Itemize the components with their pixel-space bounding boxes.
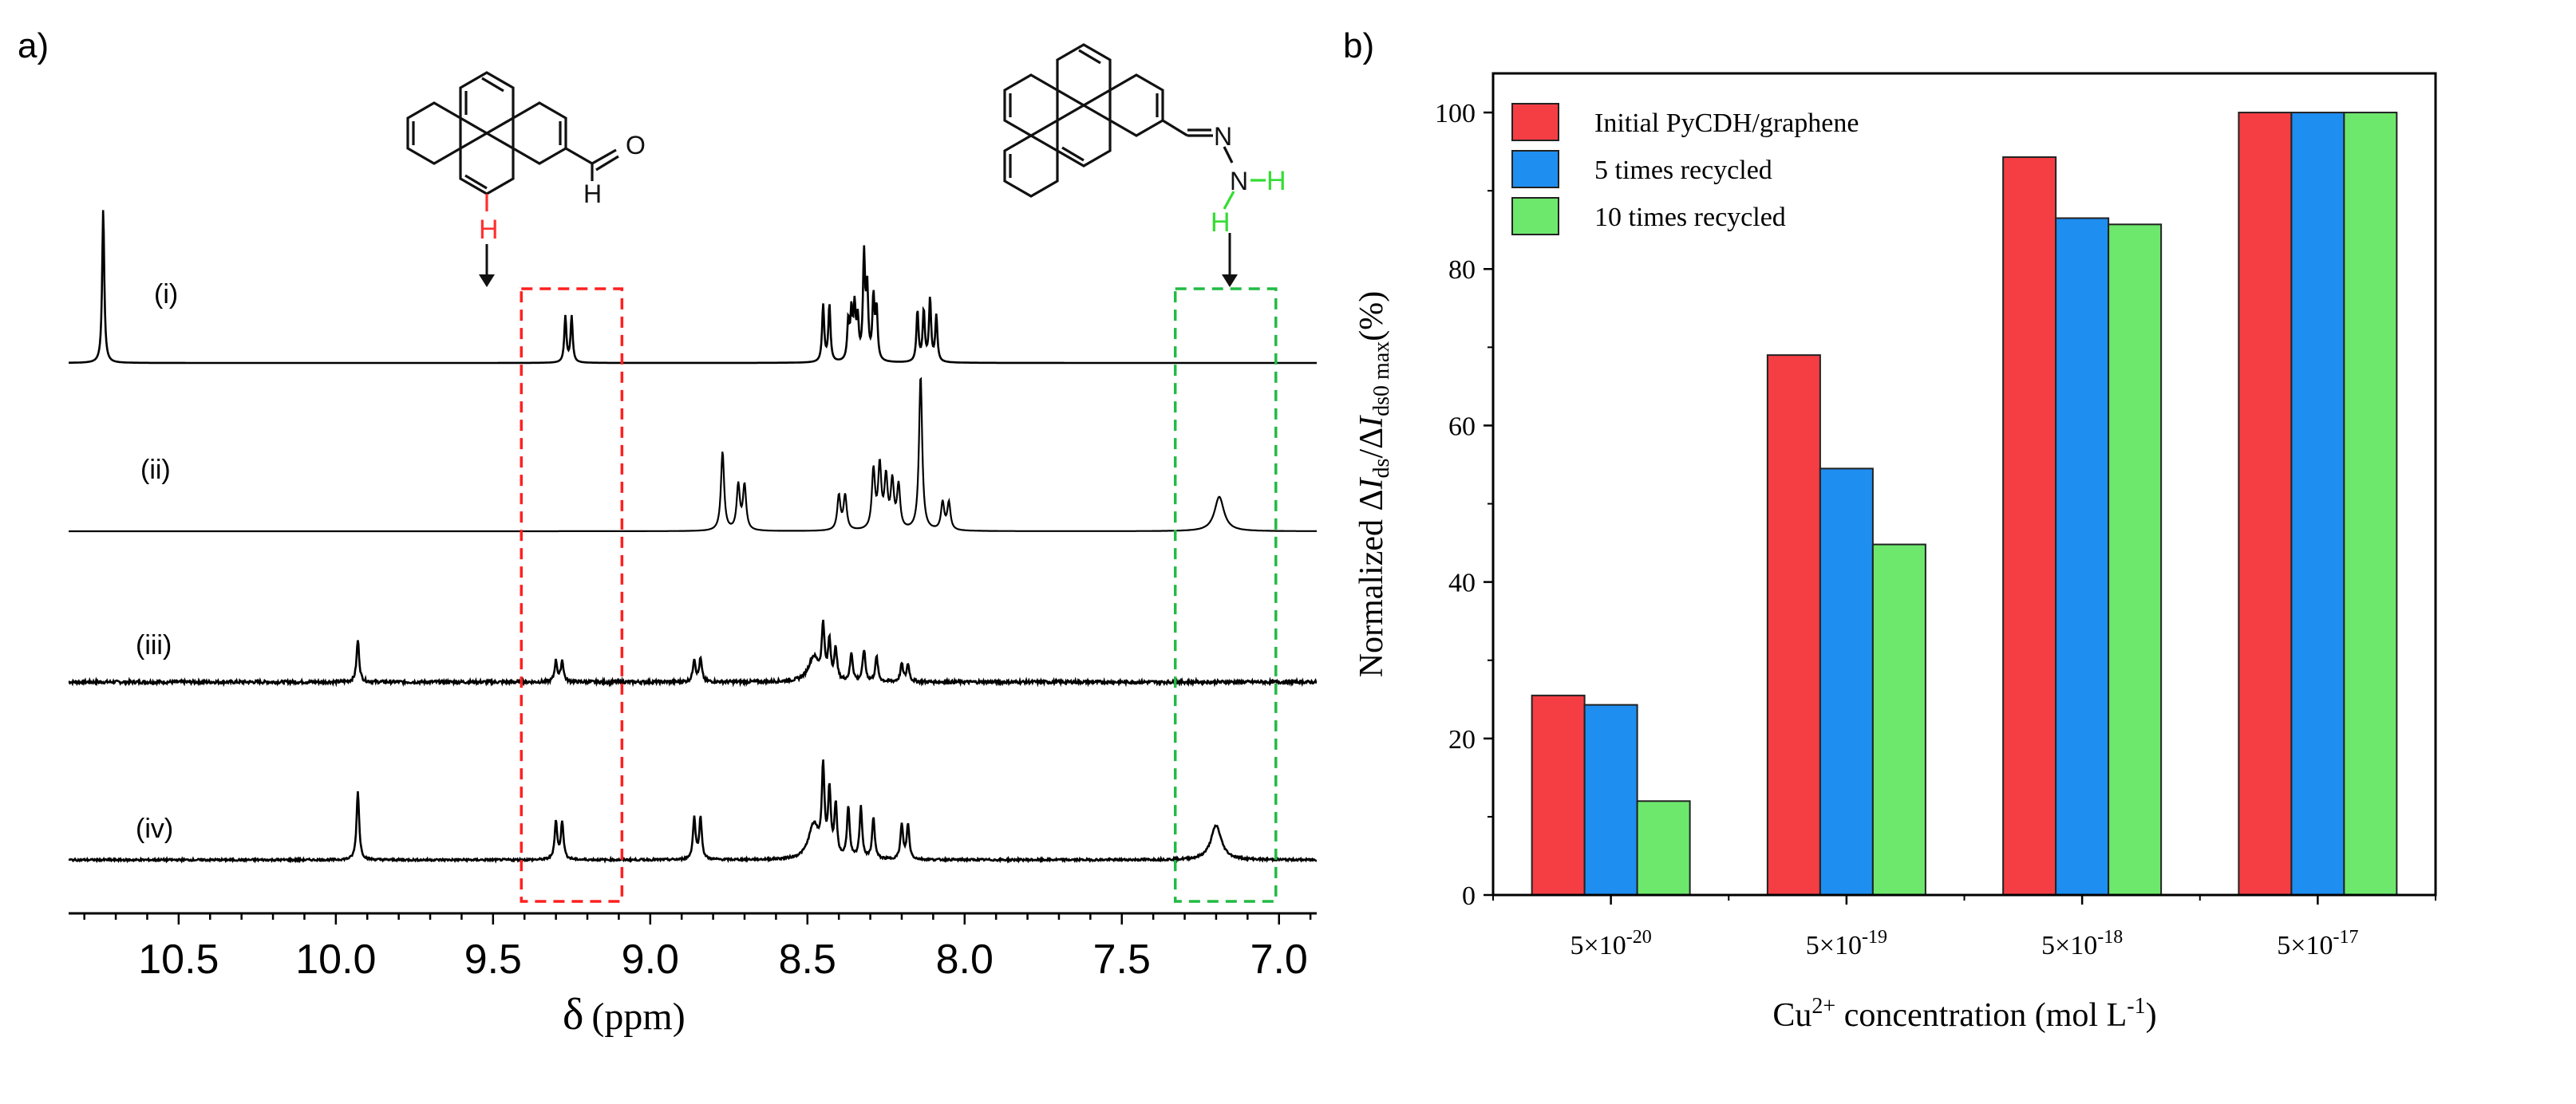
bar-3-3 xyxy=(2108,223,2163,897)
highlight-boxes xyxy=(520,287,1278,903)
tick-label-10.0: 10.0 xyxy=(295,936,376,983)
spectrum-label-4: (iv) xyxy=(136,814,173,844)
cn-chain-bond xyxy=(1162,119,1188,137)
ring-c xyxy=(459,71,515,135)
tick-label-8.5: 8.5 xyxy=(779,936,836,983)
ppm-unit: (ppm) xyxy=(591,996,685,1038)
aldehyde-o-label: O xyxy=(626,131,646,160)
nmr-x-axis-label: δ (ppm) xyxy=(563,990,685,1039)
ring-b xyxy=(459,132,515,195)
legend-label-3: 10 times recycled xyxy=(1594,203,1786,232)
delta-symbol: δ xyxy=(563,990,583,1039)
n-n-bond xyxy=(1223,146,1234,164)
arrow-1 xyxy=(479,244,495,287)
co-bond-1 xyxy=(591,148,617,165)
ring-b xyxy=(1056,104,1112,168)
y-tick-label-20: 20 xyxy=(1448,725,1476,755)
tick-label-9.5: 9.5 xyxy=(464,936,522,983)
highlight-box-green xyxy=(1173,287,1278,903)
tick-label-8.0: 8.0 xyxy=(936,936,994,983)
x-axis-label: Cu2+ concentration (mol L-1) xyxy=(1772,994,2156,1034)
legend-swatch-2 xyxy=(1511,150,1559,188)
bar-2-2 xyxy=(1819,467,1874,896)
bar-1-1 xyxy=(1531,694,1586,896)
tick-label-7.0: 7.0 xyxy=(1250,936,1308,983)
y-tick-label-40: 40 xyxy=(1448,569,1476,598)
hydrazone-structure: N N H H xyxy=(1003,43,1286,238)
panel-a-label: a) xyxy=(18,26,49,65)
panel-b-label: b) xyxy=(1343,26,1374,65)
ring-e xyxy=(1003,134,1059,198)
nmr-x-axis: 10.5 10.0 9.5 9.0 8.5 8.0 7.5 7.0 xyxy=(69,912,1317,983)
ring-b-double-bond xyxy=(1061,146,1085,162)
tick-label-10.5: 10.5 xyxy=(138,936,219,983)
pyrenecarbaldehyde-structure: O H H xyxy=(406,71,646,245)
nmr-spectra xyxy=(68,210,1318,864)
bar-2-3 xyxy=(2055,217,2110,896)
ring-d xyxy=(512,101,567,165)
spectrum-trace-2 xyxy=(69,377,1317,533)
bar-3-2 xyxy=(1871,543,1926,896)
x-tick-label-3: 5×10-18 xyxy=(2041,927,2123,960)
spectrum-trace-3 xyxy=(68,619,1318,688)
y-tick-label-0: 0 xyxy=(1462,881,1476,911)
bar-3-4 xyxy=(2343,112,2398,897)
legend-swatch-1 xyxy=(1511,103,1559,141)
x-tick-label-1: 5×10-20 xyxy=(1570,927,1652,960)
spectrum-label-2: (ii) xyxy=(140,455,171,485)
spectrum-trace-4 xyxy=(68,759,1318,864)
ring-b-double-bond xyxy=(464,174,488,190)
legend-label-1: Initial PyCDH/graphene xyxy=(1594,108,1859,138)
tick-label-9.0: 9.0 xyxy=(622,936,679,983)
bar-1-2 xyxy=(1766,354,1821,896)
ring-d xyxy=(1108,73,1164,137)
ring-c-double-bond-2 xyxy=(481,77,504,93)
amine-h2-label: H xyxy=(1211,207,1231,238)
co-bond-2 xyxy=(595,155,619,172)
y-axis: 0 20 40 60 80 100 xyxy=(1435,99,1493,911)
x-axis: 5×10-20 5×10-19 5×10-18 5×10-17 xyxy=(1492,895,2436,960)
legend: Initial PyCDH/graphene 5 times recycled 10… xyxy=(1511,103,1859,235)
bar-1-4 xyxy=(2238,112,2293,897)
bar-2-1 xyxy=(1583,704,1638,897)
ring-a xyxy=(1003,73,1059,137)
spectrum-label-1: (i) xyxy=(154,279,178,310)
spectrum-label-3: (iii) xyxy=(136,630,172,660)
spectrum-trace-1 xyxy=(69,210,1317,365)
highlight-h-label: H xyxy=(479,215,499,245)
bar-series xyxy=(1531,112,2398,897)
bar-3-1 xyxy=(1636,800,1691,896)
panel-a: a) O H H xyxy=(18,26,1318,1039)
arrow-2 xyxy=(1222,233,1238,287)
amine-h1-label: H xyxy=(1266,166,1286,196)
legend-label-2: 5 times recycled xyxy=(1594,156,1772,185)
ring-c-double-bond xyxy=(1078,49,1101,65)
aldehyde-h-label: H xyxy=(583,179,602,208)
y-axis-label: Normalized ΔIds/ΔIds0 max(%) xyxy=(1353,291,1394,677)
ring-c xyxy=(1056,43,1112,107)
n-h-bond-2 xyxy=(1223,191,1235,210)
imine-n-label: N xyxy=(1214,122,1232,151)
ring-a xyxy=(406,101,462,165)
bar-2-4 xyxy=(2290,112,2345,897)
x-tick-label-4: 5×10-17 xyxy=(2277,927,2358,960)
highlight-box-red xyxy=(520,287,624,903)
legend-swatch-3 xyxy=(1511,197,1559,235)
y-tick-label-60: 60 xyxy=(1448,412,1476,441)
x-tick-label-2: 5×10-19 xyxy=(1806,927,1887,960)
amine-n-label: N xyxy=(1230,167,1248,195)
spectrum-labels: (i) (ii) (iii) (iv) xyxy=(136,279,178,844)
cho-bond xyxy=(565,147,593,165)
y-tick-label-80: 80 xyxy=(1448,255,1476,285)
y-tick-label-100: 100 xyxy=(1435,99,1476,128)
tick-label-7.5: 7.5 xyxy=(1093,936,1151,983)
bar-1-3 xyxy=(2002,156,2057,896)
